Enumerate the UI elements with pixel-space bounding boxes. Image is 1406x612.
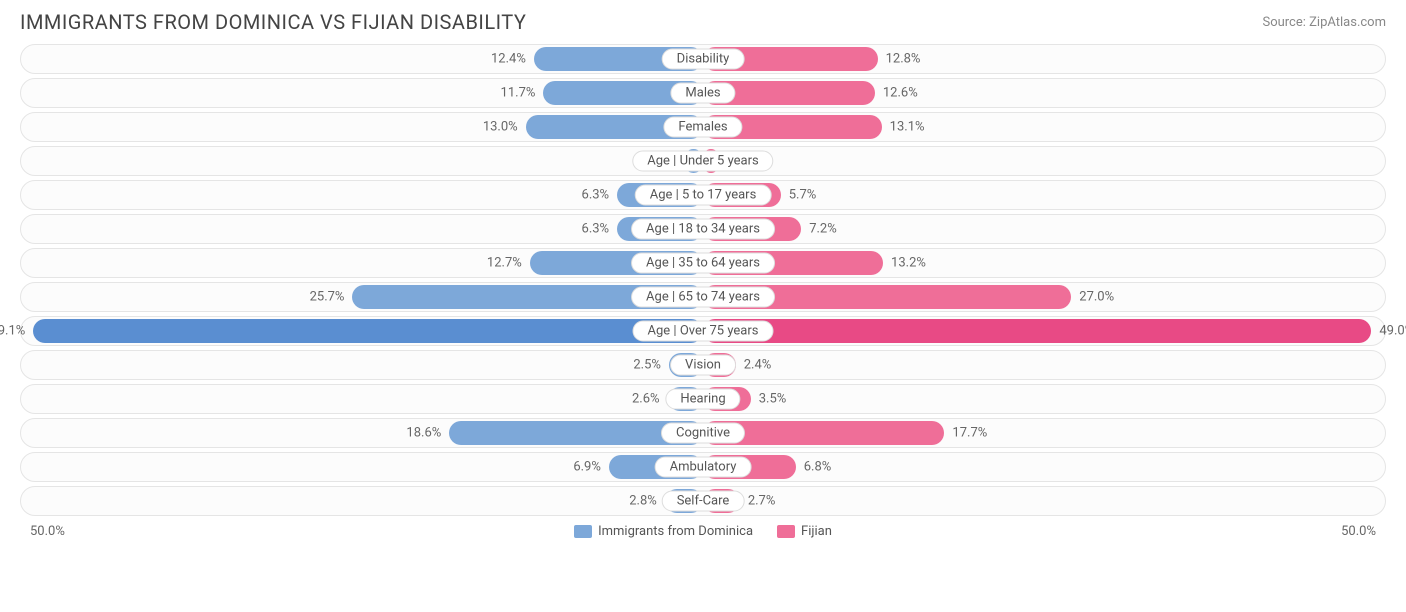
value-right: 3.5% <box>759 392 787 407</box>
value-right: 13.1% <box>890 120 925 135</box>
value-right: 6.8% <box>804 460 832 475</box>
value-left: 6.3% <box>582 188 610 203</box>
bar-right <box>703 319 1371 343</box>
chart-footer: 50.0% Immigrants from Dominica Fijian 50… <box>0 520 1406 539</box>
category-label: Ambulatory <box>655 457 752 478</box>
legend: Immigrants from Dominica Fijian <box>574 524 832 539</box>
legend-item-right: Fijian <box>777 524 832 539</box>
chart-row: 6.9% 6.8% Ambulatory <box>20 452 1386 482</box>
value-left: 2.5% <box>633 358 661 373</box>
category-label: Age | 65 to 74 years <box>631 287 775 308</box>
chart-row: 12.7% 13.2% Age | 35 to 64 years <box>20 248 1386 278</box>
legend-swatch-right <box>777 525 795 538</box>
value-left: 12.4% <box>491 52 526 67</box>
chart-row: 18.6% 17.7% Cognitive <box>20 418 1386 448</box>
bar-left <box>33 319 703 343</box>
chart-row: 6.3% 5.7% Age | 5 to 17 years <box>20 180 1386 210</box>
value-left: 2.8% <box>629 494 657 509</box>
value-left: 6.3% <box>582 222 610 237</box>
chart-title: IMMIGRANTS FROM DOMINICA VS FIJIAN DISAB… <box>20 10 526 34</box>
value-left: 13.0% <box>483 120 518 135</box>
chart-row: 11.7% 12.6% Males <box>20 78 1386 108</box>
value-right: 17.7% <box>952 426 987 441</box>
value-right: 2.7% <box>748 494 776 509</box>
legend-label-right: Fijian <box>801 524 832 539</box>
chart-row: 12.4% 12.8% Disability <box>20 44 1386 74</box>
category-label: Age | 18 to 34 years <box>631 219 775 240</box>
category-label: Cognitive <box>661 423 745 444</box>
chart-source: Source: ZipAtlas.com <box>1262 15 1386 30</box>
value-right: 5.7% <box>789 188 817 203</box>
category-label: Age | Over 75 years <box>633 321 774 342</box>
chart-row: 2.5% 2.4% Vision <box>20 350 1386 380</box>
category-label: Males <box>670 83 735 104</box>
value-left: 12.7% <box>487 256 522 271</box>
legend-label-left: Immigrants from Dominica <box>598 524 753 539</box>
category-label: Self-Care <box>662 491 745 512</box>
chart-row: 6.3% 7.2% Age | 18 to 34 years <box>20 214 1386 244</box>
value-left: 25.7% <box>310 290 345 305</box>
category-label: Age | 35 to 64 years <box>631 253 775 274</box>
chart-row: 49.1%49.0%Age | Over 75 years <box>20 316 1386 346</box>
value-right: 13.2% <box>891 256 926 271</box>
chart-row: 2.6% 3.5% Hearing <box>20 384 1386 414</box>
chart-row: 25.7% 27.0% Age | 65 to 74 years <box>20 282 1386 312</box>
axis-left-label: 50.0% <box>30 524 65 539</box>
chart-row: 1.4%1.2%Age | Under 5 years <box>20 146 1386 176</box>
value-left: 49.1% <box>0 324 25 339</box>
legend-swatch-left <box>574 525 592 538</box>
value-left: 6.9% <box>573 460 601 475</box>
value-left: 18.6% <box>406 426 441 441</box>
value-right: 2.4% <box>744 358 772 373</box>
chart-area: 12.4% 12.8% Disability 11.7% 12.6% Males 13.0%… <box>0 42 1406 516</box>
value-left: 11.7% <box>501 86 536 101</box>
category-label: Age | Under 5 years <box>632 151 773 172</box>
value-right: 12.6% <box>883 86 918 101</box>
value-right: 7.2% <box>809 222 837 237</box>
category-label: Hearing <box>665 389 740 410</box>
value-right: 49.0% <box>1379 324 1406 339</box>
category-label: Disability <box>662 49 745 70</box>
category-label: Age | 5 to 17 years <box>635 185 772 206</box>
chart-header: IMMIGRANTS FROM DOMINICA VS FIJIAN DISAB… <box>0 0 1406 42</box>
chart-row: 2.8% 2.7%Self-Care <box>20 486 1386 516</box>
category-label: Vision <box>670 355 736 376</box>
axis-right-label: 50.0% <box>1341 524 1376 539</box>
chart-row: 13.0% 13.1% Females <box>20 112 1386 142</box>
value-left: 2.6% <box>632 392 660 407</box>
category-label: Females <box>663 117 742 138</box>
value-right: 27.0% <box>1079 290 1114 305</box>
legend-item-left: Immigrants from Dominica <box>574 524 753 539</box>
value-right: 12.8% <box>886 52 921 67</box>
